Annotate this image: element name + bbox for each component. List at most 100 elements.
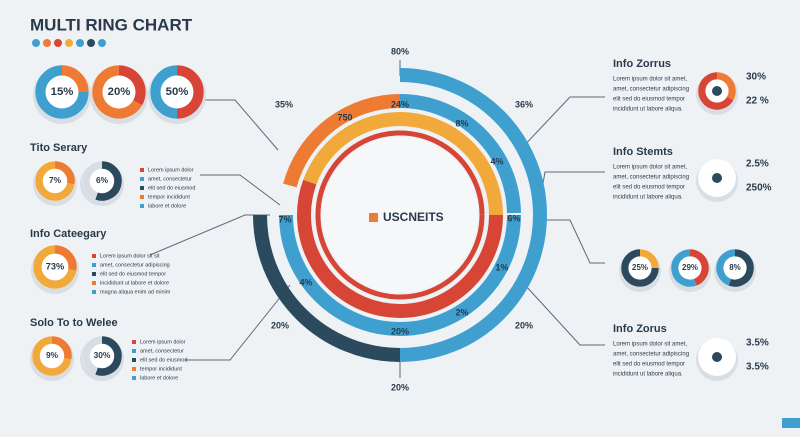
body-text: Lorem ipsum dolor sit sit — [100, 253, 160, 259]
section-value: 30% — [746, 72, 766, 83]
body-text: amet, consectetur adipiscing — [613, 87, 689, 93]
body-text: elit sed do eiusmod tempor — [100, 271, 166, 277]
bullet — [132, 349, 136, 353]
section-value: 22 % — [746, 96, 769, 107]
center-title: USCNEITS — [383, 210, 444, 224]
bullet — [92, 272, 96, 276]
donut-label: 29% — [682, 263, 698, 272]
ring-label: 1% — [495, 262, 508, 272]
body-text: Lorem ipsum dolor — [148, 167, 194, 173]
bullet — [132, 376, 136, 380]
title: MULTI RING CHART — [30, 15, 193, 34]
body-text: incididunt ut labore aliqua. — [613, 372, 683, 378]
ring-label: 24% — [391, 99, 409, 109]
ring-arc — [297, 179, 503, 318]
body-text: amet, consectetur adipiscing — [613, 175, 689, 181]
ring-label: 35% — [275, 99, 293, 109]
body-text: amet, consectetur — [140, 348, 184, 354]
donut-segment — [150, 65, 178, 119]
section-title: Info Zorus — [613, 323, 667, 335]
donut-segment — [716, 72, 736, 101]
bullet — [132, 358, 136, 362]
donut-label: 73% — [46, 261, 64, 271]
ring-label: 7% — [278, 214, 291, 224]
bullet — [92, 281, 96, 285]
section-title: Info Zorrus — [613, 58, 671, 70]
ring-arc — [253, 214, 401, 362]
bullet — [92, 263, 96, 267]
body-text: magna aliqua enim ad minim — [100, 289, 171, 295]
ring-label: 750 — [337, 112, 352, 122]
donut-label: 30% — [94, 350, 111, 360]
donut-segment — [639, 249, 659, 269]
donut-segment — [671, 249, 697, 287]
ring-label: 20% — [515, 320, 533, 330]
body-text: labore et dolore — [140, 375, 178, 381]
center-disc — [322, 137, 478, 293]
donut-icon — [712, 352, 722, 362]
section-value: 3.5% — [746, 362, 769, 373]
bullet — [132, 367, 136, 371]
body-text: amet, consectetur adipiscing — [100, 262, 170, 268]
donut-segment — [621, 249, 659, 287]
donut-segment — [82, 336, 103, 375]
donut-segment — [32, 336, 72, 376]
ring-label: 80% — [391, 46, 409, 56]
donut-label: 25% — [632, 263, 648, 272]
donut-label: 20% — [108, 86, 131, 98]
body-text: elit sed do eiusmod — [148, 185, 195, 191]
donut-segment — [728, 249, 754, 287]
section-title: Info Cateegary — [30, 228, 107, 240]
donut-segment — [698, 72, 734, 110]
donut-segment — [35, 65, 89, 119]
bullet — [140, 186, 144, 190]
body-text: Lorem ipsum dolor — [140, 339, 186, 345]
donut-label: 9% — [46, 350, 59, 360]
ring-arc — [399, 94, 521, 214]
donut-segment — [61, 65, 89, 93]
donut-segment — [118, 65, 146, 106]
body-text: elit sed do eiusmod tempor — [613, 97, 685, 103]
ring-arc — [279, 214, 521, 336]
ring-arc — [303, 112, 503, 216]
ring-label: 4% — [299, 277, 312, 287]
body-text: labore et dolore — [148, 203, 186, 209]
ring-label: 20% — [391, 326, 409, 336]
body-text: incididunt ut labore et dolore — [100, 280, 169, 286]
body-text: amet, consectetur — [148, 176, 192, 182]
donut-segment — [35, 161, 75, 201]
bullet — [140, 204, 144, 208]
ring-label: 4% — [490, 156, 503, 166]
donut-segment — [54, 245, 77, 271]
bullet — [92, 254, 96, 258]
section-value: 3.5% — [746, 338, 769, 349]
bullet — [132, 340, 136, 344]
donut-segment — [95, 161, 122, 201]
donut-label: 8% — [729, 263, 741, 272]
donut-segment — [92, 65, 143, 119]
section-value: 2.5% — [746, 159, 769, 170]
body-text: Lorem ipsum dolor sit amet, — [613, 165, 687, 171]
ring-label: 6% — [507, 213, 520, 223]
section-title: Info Stemts — [613, 146, 673, 158]
corner-block — [782, 418, 800, 428]
bullet — [140, 177, 144, 181]
bullet — [140, 168, 144, 172]
body-text: Lorem ipsum dolor sit amet, — [613, 77, 687, 83]
body-text: tempor incididunt — [148, 194, 190, 200]
donut-segment — [33, 245, 77, 289]
title-dots — [32, 39, 106, 47]
ring-arc — [315, 130, 485, 300]
section-title: Solo To to Welee — [30, 317, 118, 329]
body-text: elit sed do eiusmod — [140, 357, 187, 363]
ring-arc — [399, 68, 547, 362]
donut-icon — [712, 86, 722, 96]
ring-label: 8% — [455, 118, 468, 128]
section-title: Tito Serary — [30, 142, 88, 154]
body-text: Lorem ipsum dolor sit amet, — [613, 342, 687, 348]
ring-label: 2% — [455, 307, 468, 317]
body-text: elit sed do eiusmod tempor — [613, 185, 685, 191]
donut-label: 50% — [166, 86, 189, 98]
